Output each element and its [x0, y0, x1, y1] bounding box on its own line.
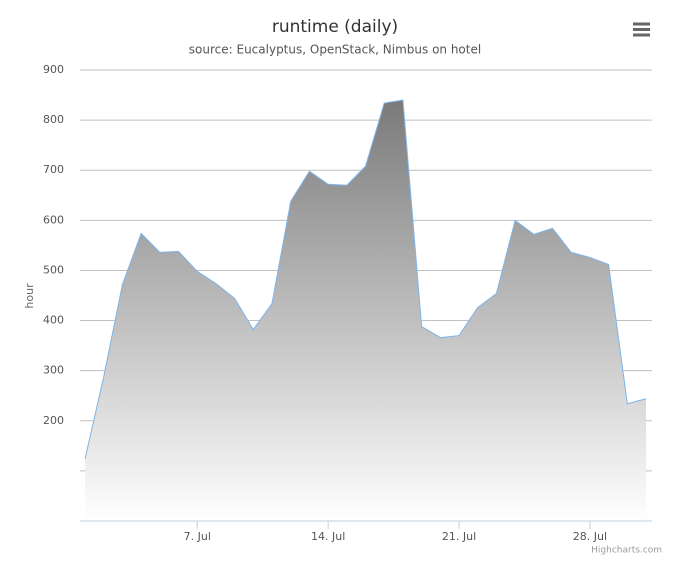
y-tick-label: 700: [43, 163, 64, 176]
credits: Highcharts.com: [591, 546, 662, 556]
y-tick-label: 300: [43, 364, 64, 377]
y-tick-label: 900: [43, 63, 64, 76]
area-fill: [85, 100, 647, 522]
x-tick-label: 7. Jul: [184, 530, 211, 543]
menu-button[interactable]: [628, 16, 654, 42]
y-axis-label: hour: [23, 283, 36, 309]
x-tick-label: 14. Jul: [311, 530, 345, 543]
y-tick-label: 500: [43, 263, 64, 276]
x-tick-label: 21. Jul: [442, 530, 476, 543]
y-tick-label: 800: [43, 113, 64, 126]
plot-area: [80, 69, 652, 529]
chart-title: runtime (daily): [272, 17, 398, 37]
area-line: [84, 99, 647, 459]
chart-subtitle: source: Eucalyptus, OpenStack, Nimbus on…: [189, 43, 481, 57]
y-tick-label: 200: [43, 414, 64, 427]
y-tick-label: 600: [43, 213, 64, 226]
y-tick-label: 400: [43, 314, 64, 327]
x-tick-label: 28. Jul: [573, 530, 607, 543]
